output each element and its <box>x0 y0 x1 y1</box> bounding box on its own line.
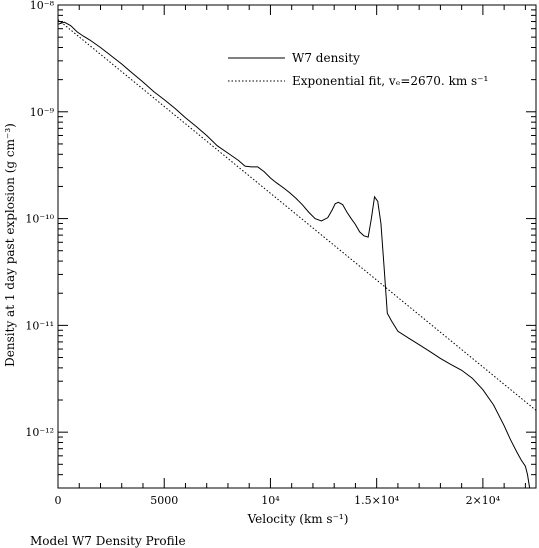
legend-label-exponential-fit: Exponential fit, vₑ=2670. km s⁻¹ <box>292 74 488 88</box>
x-tick-label: 1.5×10⁴ <box>354 494 400 507</box>
plot-frame <box>57 4 537 489</box>
x-axis-label: Velocity (km s⁻¹) <box>247 512 349 526</box>
y-tick-label: 10⁻⁸ <box>30 0 55 12</box>
series-lines <box>57 19 537 489</box>
y-tick-label: 10⁻¹⁰ <box>25 213 54 226</box>
series-line-w7-density <box>57 21 531 489</box>
x-tick-label: 0 <box>55 494 62 507</box>
y-axis-label: Density at 1 day past explosion (g cm⁻³) <box>3 123 17 367</box>
x-tick-label: 5000 <box>150 494 178 507</box>
y-tick-label: 10⁻¹¹ <box>25 319 54 332</box>
axis-ticks: 0 5000 10⁴ 1.5×10⁴ 2×10⁴ 10⁻⁸ 10⁻⁹ 10⁻¹⁰ 10⁻¹¹ 10… <box>25 0 536 507</box>
figure-caption: Model W7 Density Profile <box>30 534 186 548</box>
plot-border <box>57 4 537 489</box>
y-tick-label: 10⁻⁹ <box>30 106 55 119</box>
legend-label-w7-density: W7 density <box>292 51 360 65</box>
legend: W7 density Exponential fit, vₑ=2670. km … <box>228 51 488 88</box>
series-line-exponential-fit <box>57 19 537 411</box>
y-tick-label: 10⁻¹² <box>25 426 54 439</box>
x-tick-label: 2×10⁴ <box>466 494 501 507</box>
x-tick-label: 10⁴ <box>261 494 280 507</box>
